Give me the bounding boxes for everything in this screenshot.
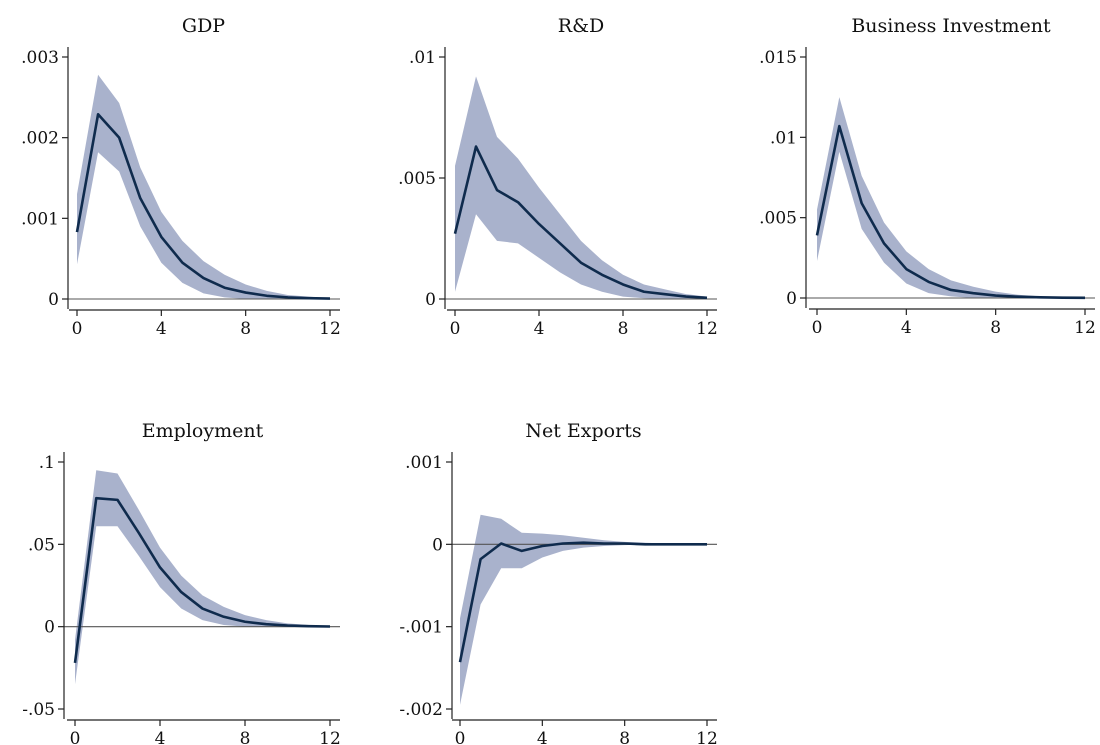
response-line [73,496,331,664]
x-tick-label: 4 [537,729,548,745]
x-tick-label: 8 [619,729,630,745]
chart-title: Business Investment [851,15,1051,37]
y-tick-label: 0 [44,618,55,638]
x-tick-label: 8 [240,319,251,339]
chart-title: R&D [558,15,604,37]
y-tick-label: -.05 [22,700,55,720]
chart-panel: 0 .001 .002 .003 0 4 8 12 GDP [21,15,341,339]
y-tick-label: -.002 [399,700,443,720]
y-tick-label: .003 [21,48,59,68]
x-tick-label: 4 [156,319,167,339]
chart-panel: 0 .005 .01 0 4 8 12 R&D [398,15,718,339]
response-line [453,145,708,300]
chart-panel: 0 .005 .01 .015 0 4 8 12 Business Investment [759,15,1096,338]
x-tick-label: 0 [812,318,823,338]
chart-title: GDP [182,15,225,37]
x-tick-label: 4 [534,319,545,339]
y-tick-label: .002 [21,129,59,149]
y-tick-label: .01 [409,48,436,68]
x-tick-label: 0 [70,729,81,745]
confidence-band [455,76,707,299]
x-tick-label: 0 [455,729,466,745]
y-tick-label: .001 [405,453,443,473]
y-tick-label: .015 [759,48,797,68]
confidence-band [460,514,707,705]
y-tick-label: .005 [398,169,436,189]
response-line [458,541,707,663]
x-tick-label: 4 [901,318,912,338]
y-tick-label: 0 [425,290,436,310]
x-tick-label: 12 [319,729,341,745]
confidence-band [75,470,330,685]
chart-panel: -.002 -.001 0 .001 0 4 8 12 Net Exports [399,420,717,745]
confidence-band [817,97,1085,298]
x-tick-label: 0 [450,319,461,339]
y-tick-label: 0 [786,289,797,309]
y-tick-label: .001 [21,209,59,229]
chart-title: Net Exports [525,420,641,442]
x-tick-label: 8 [618,319,629,339]
x-tick-label: 8 [990,318,1001,338]
x-tick-label: 12 [696,319,718,339]
x-tick-label: 4 [155,729,166,745]
y-tick-label: -.001 [399,618,443,638]
response-line [815,124,1086,300]
x-tick-label: 12 [696,729,718,745]
y-tick-label: 0 [432,535,443,555]
confidence-band [77,74,330,299]
y-tick-label: 0 [48,290,59,310]
y-tick-label: .01 [770,128,797,148]
x-tick-label: 12 [319,319,341,339]
x-tick-label: 0 [72,319,83,339]
y-tick-label: .05 [28,535,55,555]
response-line [75,112,331,300]
x-tick-label: 12 [1074,318,1096,338]
chart-panel: -.05 0 .05 .1 0 4 8 12 Employment [22,420,341,745]
chart-title: Employment [142,420,264,442]
y-tick-label: .005 [759,209,797,229]
y-tick-label: .1 [39,453,55,473]
x-tick-label: 8 [240,729,251,745]
